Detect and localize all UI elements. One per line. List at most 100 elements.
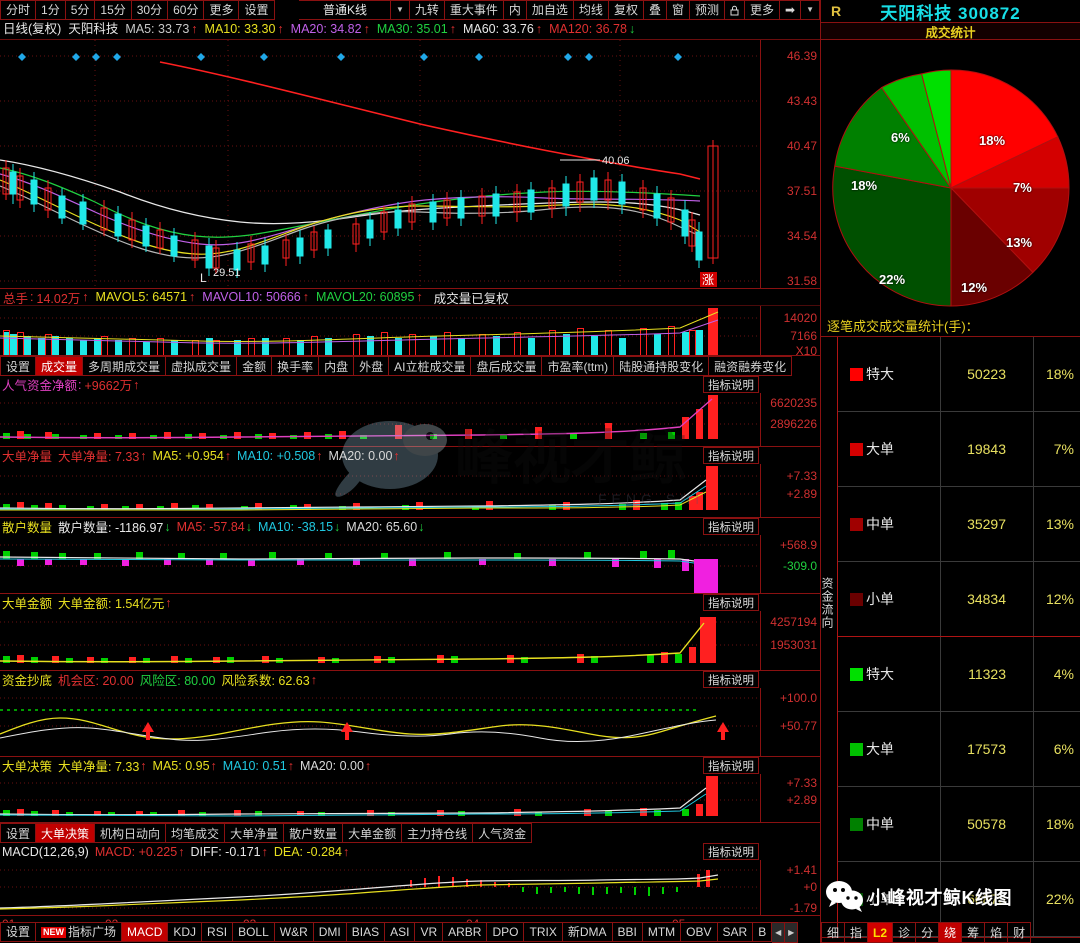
toolbar-btn-jiuzhuan[interactable]: 九转 (409, 0, 445, 20)
toolbar-btn-6[interactable]: 更多 (204, 0, 240, 20)
bottom-tab-trix[interactable]: TRIX (524, 922, 563, 942)
rtab-cai[interactable]: 财 (1008, 922, 1032, 943)
rtab-rao[interactable]: 绕 (939, 922, 963, 943)
k-plot-area[interactable]: 40.06 29.51 L 涨 (0, 40, 760, 288)
indicator-explain-1[interactable]: 指标说明 (703, 447, 759, 464)
bottom-tab-boll[interactable]: BOLL (233, 922, 275, 942)
chart-type-selector[interactable]: 普通K线 (298, 0, 391, 20)
bottom-tab-dpo[interactable]: DPO (487, 922, 525, 942)
rtab-zhen[interactable]: 诊 (893, 922, 917, 943)
scroll-left-icon[interactable]: ◀ (772, 922, 786, 943)
indicator-pane-dadanjine[interactable]: 大单金额 大单金额: 1.54亿元 ↑ 指标说明 (0, 594, 820, 671)
toolbar-btn-addfav[interactable]: 加自选 (526, 0, 574, 20)
indtab-3[interactable]: 均笔成交 (166, 823, 226, 843)
bottom-tab-wr[interactable]: W&R (274, 922, 314, 942)
toolbar-btn-next[interactable]: ➡ (780, 0, 802, 20)
indicator-explain-5[interactable]: 指标说明 (703, 757, 759, 774)
table-row[interactable]: 特大 11323 4% (838, 637, 1080, 712)
volume-chart[interactable]: 14020 7166 X10 (0, 306, 820, 358)
voltab-5[interactable]: 换手率 (272, 356, 320, 376)
rtab-zhi[interactable]: 指 (845, 922, 869, 943)
toolbar-caret-end[interactable]: ▼ (801, 0, 820, 20)
indtab-5[interactable]: 散户数量 (284, 823, 344, 843)
voltab-9[interactable]: 盘后成交量 (471, 356, 543, 376)
toolbar-btn-2[interactable]: 5分 (65, 0, 96, 20)
lock-icon[interactable] (725, 0, 745, 20)
voltab-4[interactable]: 金额 (237, 356, 273, 376)
voltab-12[interactable]: 融资融券变化 (709, 356, 793, 376)
indicator-pane-dadanjingliang[interactable]: 大单净量 大单净量: 7.33 ↑ MA5: +0.954 ↑ MA10: +0.5… (0, 447, 820, 518)
table-row[interactable]: 大单 17573 6% (838, 712, 1080, 787)
bottom-tab-arbr[interactable]: ARBR (443, 922, 488, 942)
rtab-xi[interactable]: 细 (821, 922, 846, 943)
toolbar-btn-nei[interactable]: 内 (503, 0, 527, 20)
table-row[interactable]: 大单 19843 7% (838, 412, 1080, 487)
toolbar-btn-1[interactable]: 1分 (36, 0, 66, 20)
macd-explain[interactable]: 指标说明 (703, 843, 759, 860)
indicator-pane-zijinchaodi[interactable]: 资金抄底 机会区: 20.00 风险区: 80.00 风险系数: 62.63 ↑ … (0, 671, 820, 757)
toolbar-btn-events[interactable]: 重大事件 (444, 0, 504, 20)
voltab-2[interactable]: 多周期成交量 (83, 356, 167, 376)
voltab-10[interactable]: 市盈率(ttm) (542, 356, 615, 376)
toolbar-btn-window[interactable]: 窗 (666, 0, 690, 20)
voltab-1[interactable]: 成交量 (36, 356, 84, 376)
toolbar-btn-forecast[interactable]: 预测 (689, 0, 725, 20)
bottom-tab-kdj[interactable]: KDJ (168, 922, 203, 942)
toolbar-btn-3[interactable]: 15分 (95, 0, 132, 20)
toolbar-btn-5[interactable]: 60分 (168, 0, 205, 20)
bottom-tab-bias[interactable]: BIAS (346, 922, 386, 942)
indicator-explain-2[interactable]: 指标说明 (703, 518, 759, 535)
rtab-fen[interactable]: 分 (916, 922, 940, 943)
toolbar-btn-more2[interactable]: 更多 (745, 0, 781, 20)
bottom-tab-rsi[interactable]: RSI (202, 922, 234, 942)
voltab-3[interactable]: 虚拟成交量 (166, 356, 238, 376)
voltab-11[interactable]: 陆股通持股变化 (614, 356, 710, 376)
scroll-right-icon[interactable]: ▶ (785, 922, 799, 943)
table-row[interactable]: 中单 50578 18% (838, 787, 1080, 862)
indtab-1[interactable]: 大单决策 (36, 823, 96, 843)
indtab-8[interactable]: 人气资金 (473, 823, 533, 843)
bottom-tab-dmi[interactable]: DMI (313, 922, 347, 942)
bottom-tab-bbi[interactable]: BBI (612, 922, 643, 942)
toolbar-btn-4[interactable]: 30分 (131, 0, 169, 20)
indicator-explain-3[interactable]: 指标说明 (703, 594, 759, 611)
indtab-6[interactable]: 大单金额 (343, 823, 403, 843)
indicator-pane-dadanjuece[interactable]: 大单决策 大单净量: 7.33 ↑ MA5: 0.95 ↑ MA10: 0.51 ↑ … (0, 757, 820, 823)
indtab-0[interactable]: 设置 (0, 823, 37, 843)
chart-type-caret[interactable]: ▼ (390, 0, 410, 20)
toolbar-btn-adjust[interactable]: 复权 (608, 0, 644, 20)
indicator-explain-4[interactable]: 指标说明 (703, 671, 759, 688)
bottom-tab-mtm[interactable]: MTM (642, 922, 682, 942)
bottom-tab-newdma[interactable]: 新DMA (562, 922, 613, 942)
table-row[interactable]: 特大 50223 18% (838, 337, 1080, 412)
toolbar-btn-0[interactable]: 分时 (0, 0, 37, 20)
indtab-7[interactable]: 主力持仓线 (402, 823, 474, 843)
voltab-8[interactable]: AI立桩成交量 (389, 356, 472, 376)
rtab-chou[interactable]: 筹 (962, 922, 986, 943)
bottom-tab-vr[interactable]: VR (415, 922, 444, 942)
indicator-explain-0[interactable]: 指标说明 (703, 376, 759, 393)
voltab-6[interactable]: 内盘 (319, 356, 355, 376)
indicator-pane-sanhushuliang[interactable]: 散户数量 散户数量: -1186.97 ↓ MA5: -57.84 ↓ MA10: … (0, 518, 820, 594)
voltab-0[interactable]: 设置 (0, 356, 37, 376)
table-row[interactable]: 中单 35297 13% (838, 487, 1080, 562)
bottom-tab-b[interactable]: B (753, 922, 773, 942)
toolbar-btn-overlay[interactable]: 叠 (643, 0, 667, 20)
indicator-market-button[interactable]: NEW 指标广场 (36, 922, 123, 942)
indicator-pane-renqi[interactable]: 人气资金净额: +9662万 ↑ 指标说明 (0, 376, 820, 447)
bottom-tab-macd[interactable]: MACD (122, 922, 169, 942)
rtab-l2[interactable]: L2 (868, 922, 894, 943)
main-k-chart[interactable]: 40.06 29.51 L 涨 46.39 43.43 40.47 37.51 … (0, 39, 820, 289)
bottom-tab-obv[interactable]: OBV (681, 922, 718, 942)
voltab-7[interactable]: 外盘 (354, 356, 390, 376)
indtab-4[interactable]: 大单净量 (225, 823, 285, 843)
toolbar-btn-7[interactable]: 设置 (239, 0, 275, 20)
table-row[interactable]: 小单 34834 12% (838, 562, 1080, 637)
toolbar-btn-ma[interactable]: 均线 (573, 0, 609, 20)
bottom-settings-button[interactable]: 设置 (0, 922, 37, 942)
rtab-yan[interactable]: 焰 (985, 922, 1009, 943)
bottom-tab-asi[interactable]: ASI (385, 922, 416, 942)
macd-pane[interactable]: MACD(12,26,9) MACD: +0.225 ↑ DIFF: -0.171… (0, 843, 820, 915)
indtab-2[interactable]: 机构日动向 (95, 823, 167, 843)
bottom-tab-sar[interactable]: SAR (717, 922, 754, 942)
